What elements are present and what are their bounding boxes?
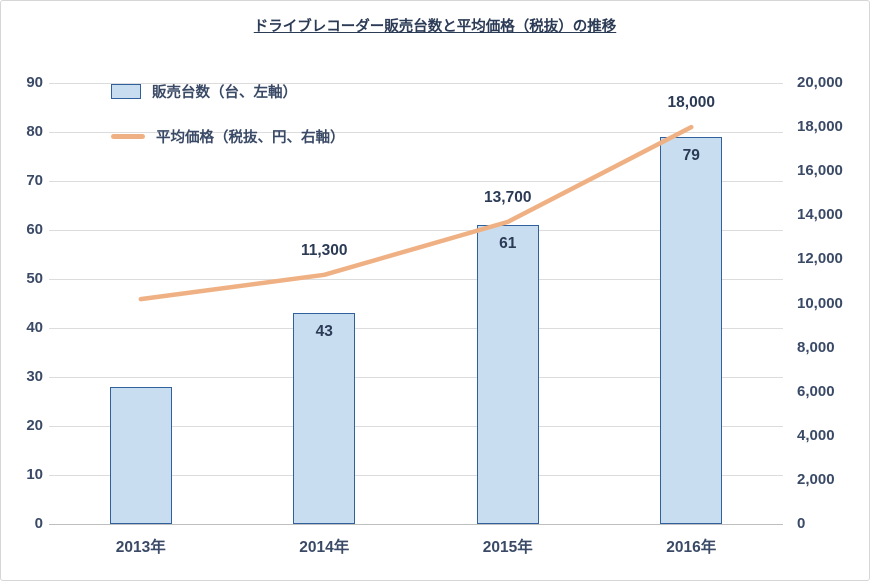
chart-title: ドライブレコーダー販売台数と平均価格（税抜）の推移: [253, 19, 617, 35]
right-axis-tick: 8,000: [797, 338, 835, 356]
bar-2016年: [660, 136, 723, 524]
gridline: [49, 376, 783, 378]
legend-item-sales: 販売台数（台、左軸）: [111, 81, 345, 102]
x-axis-label-2016年: 2016年: [666, 539, 717, 556]
left-axis-tick: 30: [26, 368, 43, 385]
legend-label-sales: 販売台数（台、左軸）: [152, 85, 297, 101]
line-swatch-icon: [111, 134, 145, 139]
x-axis-label-2014年: 2014年: [299, 539, 350, 556]
left-axis-tick: 90: [26, 74, 43, 91]
right-axis-tick: 2,000: [797, 470, 835, 488]
line-label-2016年: 18,000: [667, 94, 715, 112]
line-label-2015年: 13,700: [484, 188, 532, 206]
bar-2015年: [476, 225, 539, 524]
left-axis-tick: 20: [26, 417, 43, 434]
gridline: [49, 425, 783, 427]
x-axis-label-2015年: 2015年: [482, 539, 533, 556]
bar-label-2016年: 79: [682, 146, 700, 164]
legend-label-price: 平均価格（税抜、円、右軸）: [156, 130, 345, 146]
x-axis-line: [49, 523, 783, 525]
right-axis-tick: 16,000: [797, 162, 843, 180]
bar-label-2015年: 61: [499, 235, 517, 253]
right-axis-tick: 14,000: [797, 206, 843, 224]
left-axis-tick: 60: [26, 221, 43, 238]
right-axis-tick: 10,000: [797, 294, 843, 312]
left-axis-tick: 10: [26, 466, 43, 483]
right-axis-tick: 18,000: [797, 118, 843, 136]
right-axis-tick: 20,000: [797, 74, 843, 91]
legend-item-price: 平均価格（税抜、円、右軸）: [111, 126, 345, 147]
bar-swatch-icon: [111, 84, 141, 99]
bar-2014年: [293, 313, 356, 524]
left-axis-tick: 80: [26, 123, 43, 140]
gridline: [49, 474, 783, 476]
right-axis-tick: 12,000: [797, 250, 843, 268]
line-label-2014年: 11,300: [300, 241, 348, 259]
left-axis-tick: 40: [26, 319, 43, 336]
right-axis-tick: 6,000: [797, 382, 835, 400]
bar-label-2014年: 43: [315, 323, 333, 341]
left-axis-tick: 0: [34, 515, 43, 532]
left-axis-tick: 50: [26, 270, 43, 287]
gridline: [49, 82, 783, 84]
right-axis-tick: 0: [797, 515, 806, 532]
gridline: [49, 327, 783, 329]
bar-2013年: [109, 386, 172, 524]
x-axis-label-2013年: 2013年: [115, 539, 166, 556]
legend: 販売台数（台、左軸） 平均価格（税抜、円、右軸）: [111, 81, 345, 147]
right-axis-tick: 4,000: [797, 426, 835, 444]
left-axis-tick: 70: [26, 172, 43, 189]
